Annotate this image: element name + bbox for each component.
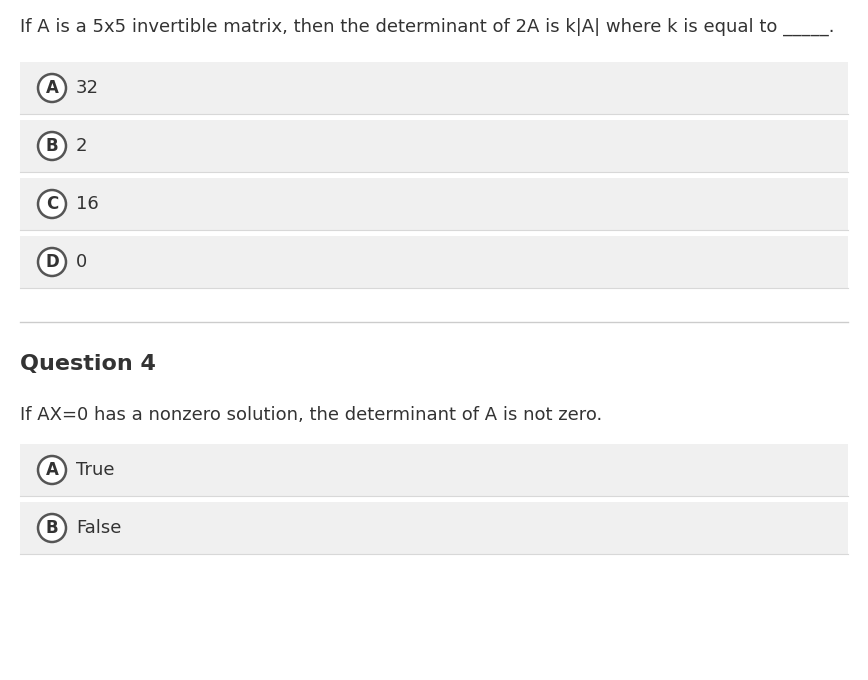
Text: B: B (46, 519, 58, 537)
FancyBboxPatch shape (20, 178, 848, 230)
FancyBboxPatch shape (20, 502, 848, 554)
Circle shape (38, 514, 66, 542)
Text: 2: 2 (76, 137, 88, 155)
Text: 0: 0 (76, 253, 88, 271)
Circle shape (38, 74, 66, 102)
FancyBboxPatch shape (20, 444, 848, 496)
Circle shape (38, 190, 66, 218)
Circle shape (38, 456, 66, 484)
Text: Question 4: Question 4 (20, 354, 156, 374)
Text: If A is a 5x5 invertible matrix, then the determinant of 2A is k|A| where k is e: If A is a 5x5 invertible matrix, then th… (20, 18, 834, 36)
Text: A: A (45, 79, 58, 97)
Circle shape (38, 132, 66, 160)
FancyBboxPatch shape (20, 62, 848, 114)
Text: True: True (76, 461, 115, 479)
Text: False: False (76, 519, 122, 537)
Circle shape (38, 248, 66, 276)
FancyBboxPatch shape (20, 236, 848, 288)
Text: 16: 16 (76, 195, 99, 213)
Text: 32: 32 (76, 79, 99, 97)
Text: C: C (46, 195, 58, 213)
Text: D: D (45, 253, 59, 271)
Text: If AX=0 has a nonzero solution, the determinant of A is not zero.: If AX=0 has a nonzero solution, the dete… (20, 406, 602, 424)
Text: A: A (45, 461, 58, 479)
FancyBboxPatch shape (20, 120, 848, 172)
Text: B: B (46, 137, 58, 155)
